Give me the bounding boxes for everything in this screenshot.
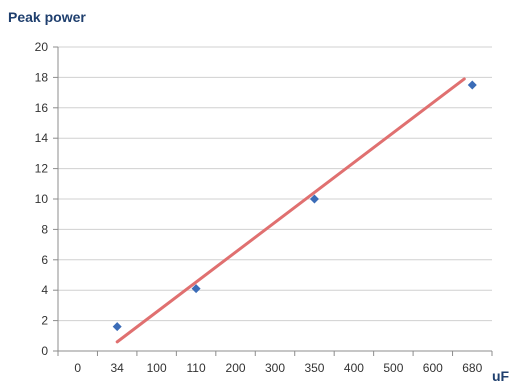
grid [58,46,492,322]
x-tick-label: 100 [147,361,167,375]
x-tick-label: 600 [423,361,443,375]
y-axis-title: Peak power [8,9,86,25]
data-point [112,322,122,332]
x-tick-label: 350 [304,361,324,375]
y-tick-label: 4 [41,283,48,297]
data-points [112,80,477,332]
x-tick-label: 680 [462,361,482,375]
y-tick-label: 20 [35,40,49,54]
x-axis-title: uF [492,368,510,383]
trendline [115,77,466,344]
data-point [191,284,201,294]
x-tick-label: 200 [226,361,246,375]
y-tick-label: 8 [41,222,48,236]
y-tick-label: 2 [41,314,48,328]
y-tick-label: 14 [35,131,49,145]
y-tick-labels: 0 2 4 6 8 10 12 14 16 18 20 [35,40,49,358]
x-tick-label: 300 [265,361,285,375]
y-tick-label: 10 [35,192,49,206]
data-point [467,80,477,90]
x-tick-label: 110 [187,361,206,375]
y-tick-label: 12 [35,162,49,176]
data-point [309,194,319,204]
x-tick-label: 500 [383,361,403,375]
y-tick-label: 0 [41,344,48,358]
x-tick-labels: 0 34 100 110 200 300 350 400 500 600 680 [74,361,482,375]
x-tick-label: 400 [344,361,364,375]
y-tick-label: 18 [35,70,49,84]
y-tick-label: 6 [41,253,48,267]
x-tick-label: 34 [111,361,125,375]
y-tick-label: 16 [35,101,49,115]
x-tick-label: 0 [74,361,81,375]
trendline-group [115,77,466,344]
axes [53,46,493,356]
